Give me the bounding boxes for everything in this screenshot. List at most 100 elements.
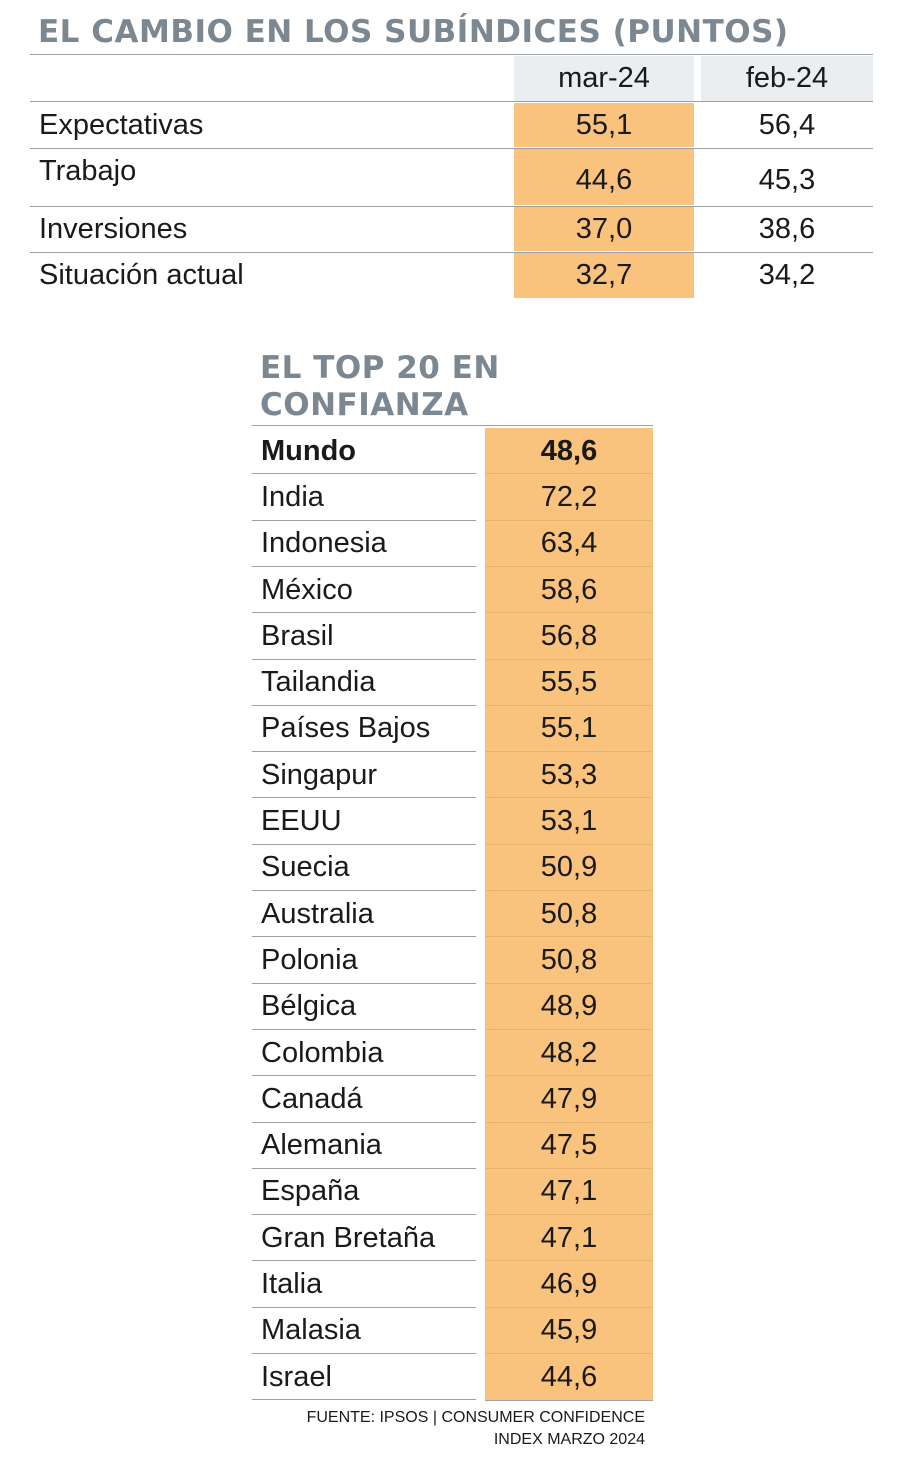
- row-rule-right: [485, 1353, 653, 1354]
- feb-header-bg: [701, 56, 873, 101]
- country-label: Suecia: [261, 851, 350, 884]
- row-rule-right: [485, 1121, 653, 1123]
- row-rule-right: [485, 1028, 653, 1030]
- country-label: Bélgica: [261, 990, 357, 1023]
- row-rule-right: [485, 982, 653, 984]
- country-label: México: [261, 573, 353, 606]
- country-value: 48,9: [540, 990, 598, 1023]
- row-value-mar: 55,1: [575, 108, 633, 141]
- country-value: 50,9: [540, 851, 598, 884]
- mar-cell-bg: [514, 149, 694, 205]
- country-label: Canadá: [261, 1082, 363, 1115]
- top20-bottom-rule: [485, 1400, 653, 1402]
- top20-title: EL TOP 20 EN CONFIANZA: [260, 350, 500, 423]
- row-rule-right: [485, 1075, 653, 1077]
- row-rule-left: [252, 1121, 476, 1123]
- row-rule-right: [485, 797, 653, 799]
- row-rule-right: [485, 1260, 653, 1262]
- row-label: Expectativas: [39, 108, 204, 141]
- source-line-1: FUENTE: IPSOS | CONSUMER CONFIDENCE: [306, 1409, 645, 1426]
- country-value: 72,2: [540, 480, 598, 513]
- row-rule-left: [252, 1306, 476, 1308]
- country-label: Indonesia: [261, 527, 387, 560]
- source-note: FUENTE: IPSOS | CONSUMER CONFIDENCE INDE…: [307, 1407, 645, 1451]
- row-rule-left: [252, 612, 476, 614]
- country-value: 53,3: [540, 758, 598, 791]
- country-value: 47,5: [540, 1129, 598, 1162]
- country-value: 48,6: [540, 434, 598, 467]
- row-value-feb: 45,3: [758, 163, 816, 196]
- row-rule: [30, 206, 873, 207]
- row-rule-right: [485, 843, 653, 845]
- mar-cell-bg: [514, 207, 694, 251]
- row-rule: [30, 252, 873, 253]
- row-rule-left: [252, 519, 476, 521]
- row-rule-right: [485, 658, 653, 660]
- country-label: Malasia: [261, 1314, 361, 1347]
- row-rule-right: [485, 1167, 653, 1169]
- row-rule-right: [485, 473, 653, 475]
- row-rule-right: [485, 1306, 653, 1308]
- row-rule-left: [252, 565, 476, 567]
- country-value: 63,4: [540, 527, 598, 560]
- row-rule-left: [252, 704, 476, 706]
- country-label: Colombia: [261, 1036, 384, 1069]
- top20-value-column-bg: [485, 428, 653, 1401]
- row-value-mar: 37,0: [575, 212, 633, 245]
- row-rule-right: [485, 751, 653, 753]
- row-rule-left: [252, 1167, 476, 1169]
- country-value: 53,1: [540, 805, 598, 838]
- row-rule-left: [252, 1399, 476, 1401]
- row-rule-right: [485, 1214, 653, 1216]
- row-label: Inversiones: [39, 212, 188, 245]
- country-value: 55,5: [540, 666, 598, 699]
- country-label: Alemania: [261, 1129, 382, 1162]
- country-label: Países Bajos: [261, 712, 431, 745]
- row-rule-left: [252, 1075, 476, 1077]
- row-value-mar: 44,6: [575, 163, 633, 196]
- row-value-feb: 34,2: [758, 259, 816, 291]
- country-label: EEUU: [261, 805, 342, 838]
- country-value: 48,2: [540, 1036, 598, 1069]
- country-label: Australia: [261, 897, 374, 930]
- row-rule-right: [485, 936, 653, 938]
- country-label: Israel: [261, 1360, 332, 1393]
- mar-cell-bg: [514, 253, 694, 298]
- mar-header-bg: [514, 56, 694, 101]
- row-rule-right: [485, 890, 653, 891]
- row-rule-left: [252, 890, 476, 891]
- country-label: Gran Bretaña: [261, 1221, 436, 1254]
- row-rule-right: [485, 704, 653, 706]
- row-rule-left: [252, 751, 476, 753]
- country-value: 47,9: [540, 1082, 598, 1115]
- country-label: Mundo: [261, 434, 357, 467]
- country-value: 45,9: [540, 1314, 598, 1347]
- row-rule-left: [252, 1353, 476, 1354]
- row-rule-left: [252, 658, 476, 660]
- country-label: Polonia: [261, 943, 358, 976]
- row-rule: [30, 148, 873, 149]
- country-label: Singapur: [261, 758, 378, 791]
- row-value-feb: 56,4: [758, 108, 816, 141]
- row-rule-left: [252, 936, 476, 938]
- mar-cell-bg: [514, 103, 694, 147]
- subindices-title: EL CAMBIO EN LOS SUBÍNDICES (PUNTOS): [38, 14, 789, 50]
- row-value-feb: 38,6: [758, 212, 816, 245]
- row-rule-left: [252, 1260, 476, 1262]
- row-rule-left: [252, 1214, 476, 1216]
- row-rule-left: [252, 982, 476, 984]
- country-value: 47,1: [540, 1221, 598, 1254]
- country-label: Italia: [261, 1268, 323, 1301]
- header-rule: [30, 101, 873, 102]
- row-rule-left: [252, 1028, 476, 1030]
- country-label: India: [261, 480, 324, 513]
- column-header-feb: feb-24: [745, 62, 829, 94]
- country-value: 55,1: [540, 712, 598, 745]
- row-rule-right: [485, 519, 653, 521]
- top20-top-rule: [252, 425, 653, 426]
- country-value: 50,8: [540, 943, 598, 976]
- row-value-mar: 32,7: [575, 259, 633, 291]
- country-value: 56,8: [540, 619, 598, 652]
- country-value: 47,1: [540, 1175, 598, 1208]
- country-value: 46,9: [540, 1268, 598, 1301]
